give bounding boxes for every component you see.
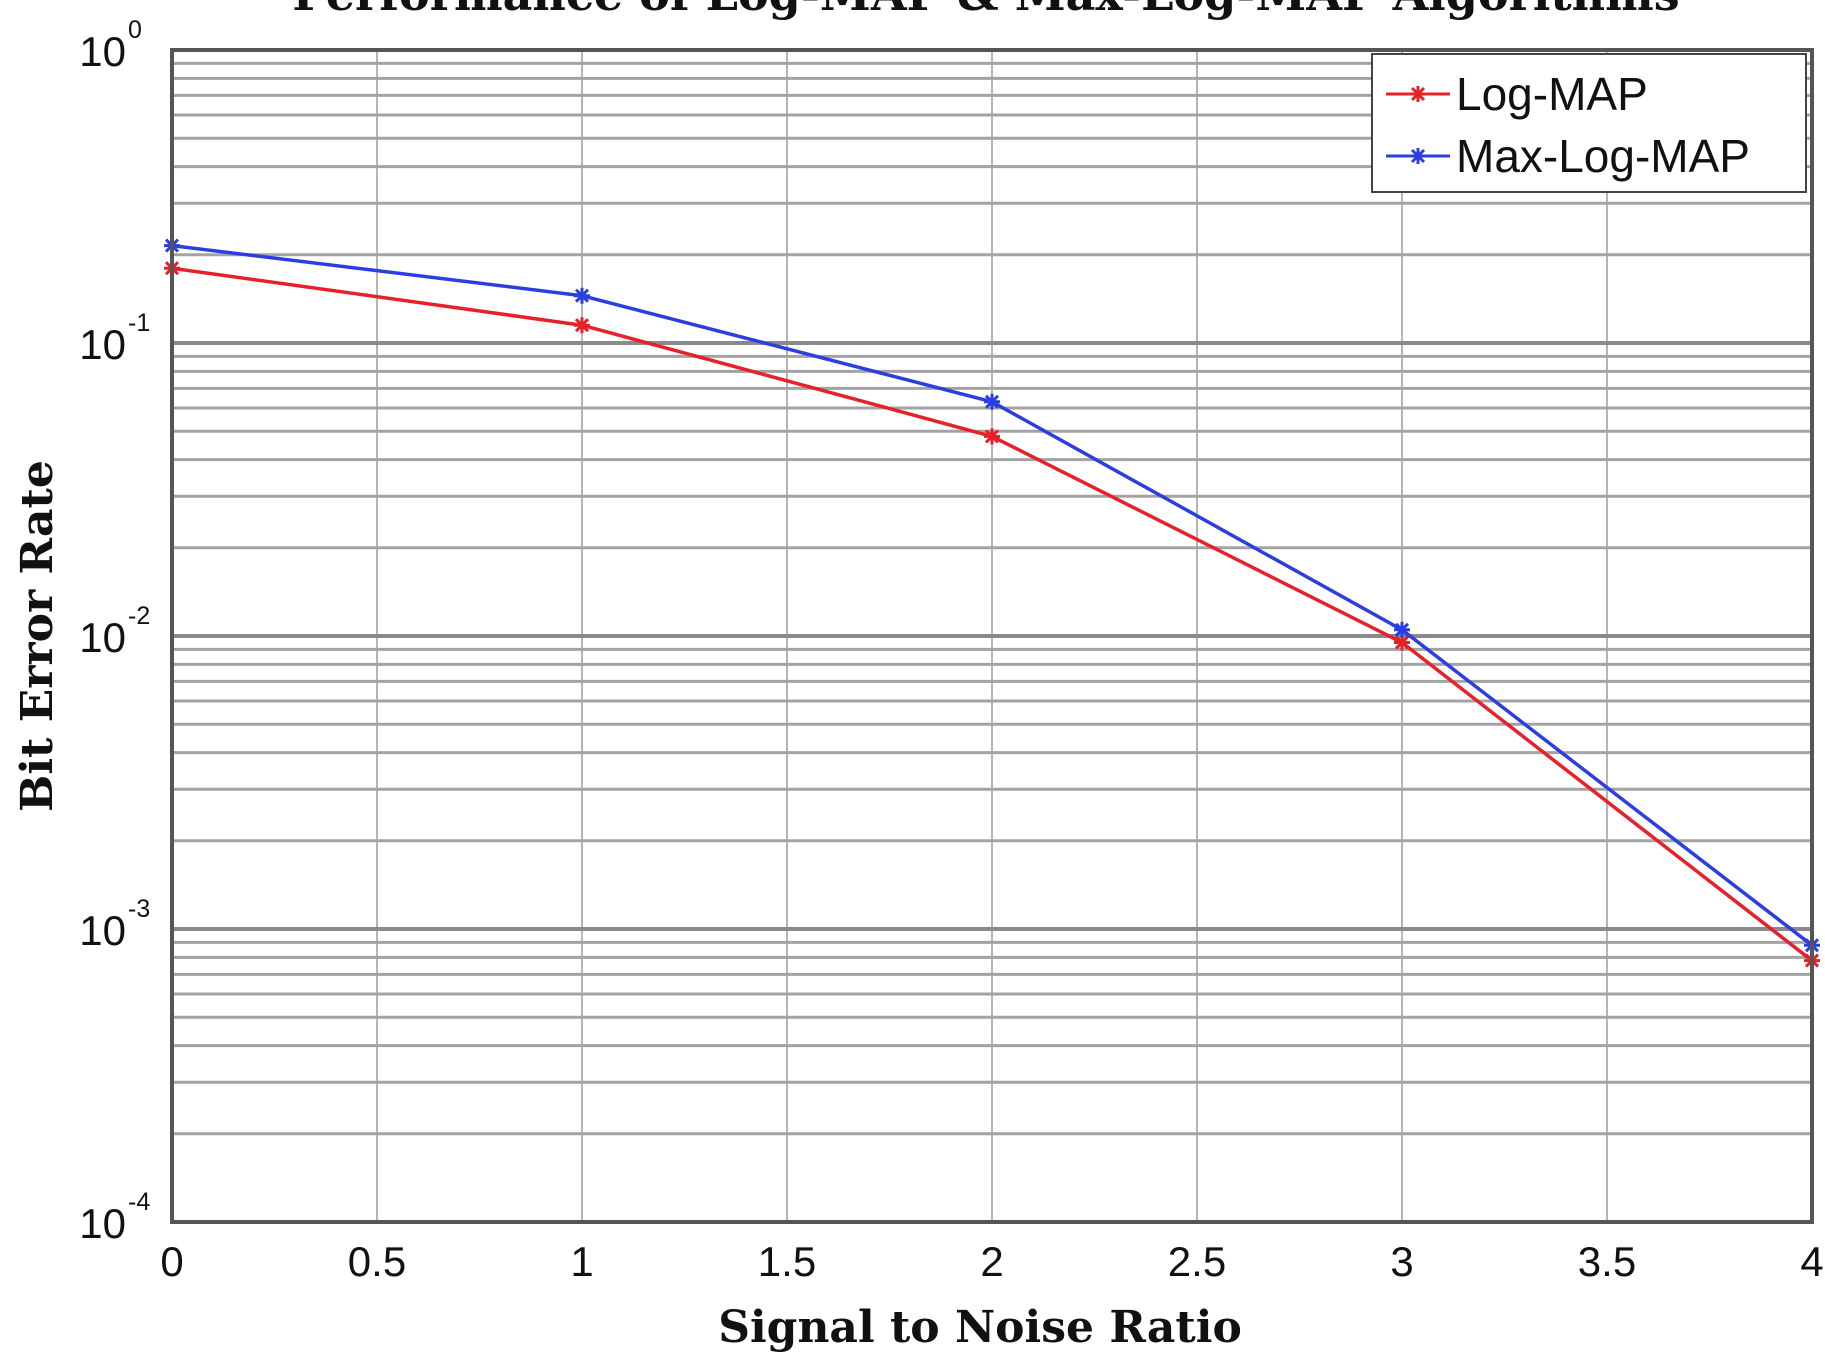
y-tick-exponent-0: 0 <box>128 16 142 44</box>
x-tick-label-0: 0 <box>160 1238 183 1285</box>
x-tick-label-5: 2.5 <box>1168 1238 1226 1285</box>
legend-marker-max-log-map <box>1410 148 1426 164</box>
y-tick-exponent-2: -2 <box>128 602 150 630</box>
y-tick-exponent-1: -1 <box>128 309 150 337</box>
legend-marker-log-map <box>1410 86 1426 102</box>
x-tick-label-4: 2 <box>980 1238 1003 1285</box>
x-tick-label-8: 4 <box>1800 1238 1823 1285</box>
y-tick-label-2: 10 <box>79 614 126 661</box>
y-tick-label-1: 10 <box>79 321 126 368</box>
data-point-0-2 <box>984 428 1000 445</box>
data-point-0-1 <box>574 317 590 334</box>
y-tick-label-0: 10 <box>79 28 126 75</box>
data-point-1-3 <box>1394 621 1410 638</box>
x-tick-label-1: 0.5 <box>348 1238 406 1285</box>
x-tick-label-2: 1 <box>570 1238 593 1285</box>
y-tick-exponent-3: -3 <box>128 895 150 923</box>
x-axis-label: Signal to Noise Ratio <box>718 1302 1242 1353</box>
x-tick-label-7: 3.5 <box>1578 1238 1636 1285</box>
data-point-1-2 <box>984 393 1000 410</box>
legend: Log-MAP Max-Log-MAP <box>1371 53 1807 193</box>
y-tick-label-3: 10 <box>79 907 126 954</box>
y-tick-label-4: 10 <box>79 1200 126 1247</box>
data-point-1-1 <box>574 287 590 304</box>
legend-label-log-map: Log-MAP <box>1456 68 1648 120</box>
data-point-0-3 <box>1394 634 1410 651</box>
chart-title: Performance of Log-MAP & Max-Log-MAP Alg… <box>292 0 1679 21</box>
plot-area <box>164 48 1820 1224</box>
y-axis-label: Bit Error Rate <box>12 460 63 812</box>
x-axis-ticks: 0 0.5 1 1.5 2 2.5 3 3.5 4 <box>160 1238 1823 1285</box>
y-tick-exponent-4: -4 <box>128 1188 150 1216</box>
x-tick-label-6: 3 <box>1390 1238 1413 1285</box>
legend-label-max-log-map: Max-Log-MAP <box>1456 130 1750 182</box>
plot-frame <box>170 48 1814 1224</box>
series-layer <box>164 237 1820 969</box>
x-tick-label-3: 1.5 <box>758 1238 816 1285</box>
legend-box <box>1371 53 1807 193</box>
